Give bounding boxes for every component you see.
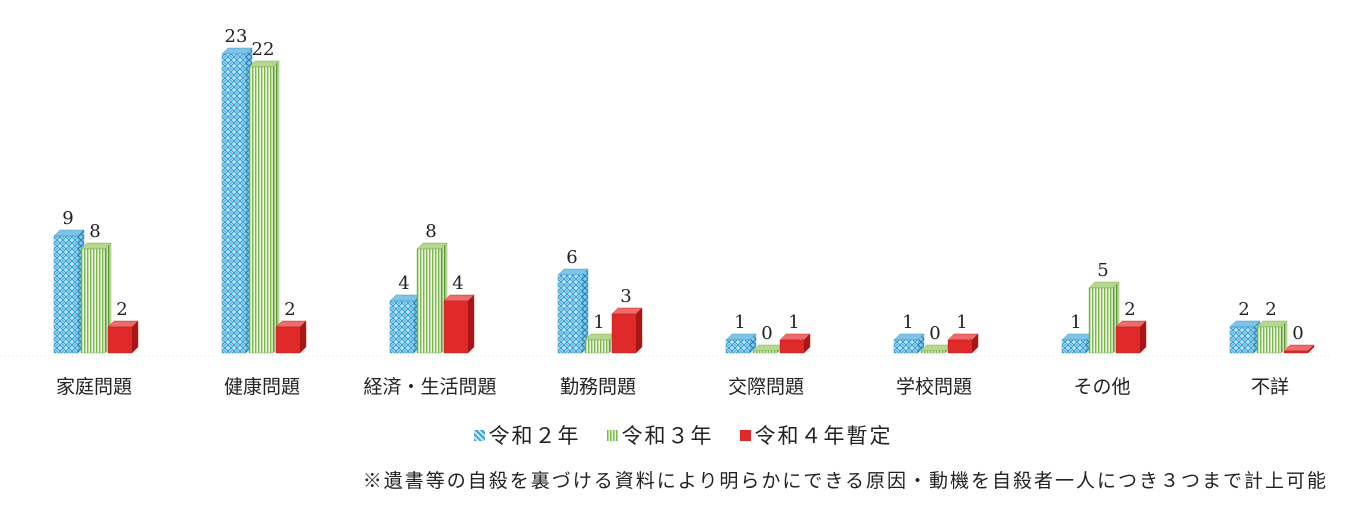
- data-label-2-1: 2: [284, 299, 295, 320]
- bar-front: [107, 326, 133, 354]
- category-label-2: 経済・生活問題: [363, 376, 496, 398]
- data-label-2-6: 2: [1124, 299, 1135, 320]
- bar-1-2: [416, 242, 448, 354]
- bar-front: [416, 248, 442, 354]
- legend-label: 令和４年暫定: [754, 424, 893, 448]
- data-label-2-3: 3: [620, 286, 631, 307]
- legend-label: 令和２年: [488, 424, 581, 448]
- data-label-1-5: 0: [929, 323, 940, 344]
- bar-front: [221, 53, 247, 354]
- bar-front: [1283, 350, 1309, 354]
- bar-1-3: [584, 333, 616, 354]
- data-label-1-0: 8: [89, 221, 100, 242]
- data-label-0-6: 1: [1070, 312, 1081, 333]
- data-label-0-1: 23: [225, 26, 248, 47]
- category-label-4: 交際問題: [728, 376, 804, 398]
- data-label-0-7: 2: [1238, 299, 1249, 320]
- bar-1-7: [1256, 320, 1288, 354]
- category-label-3: 勤務問題: [560, 376, 636, 398]
- data-label-2-4: 1: [788, 312, 799, 333]
- legend-swatch-icon: [739, 429, 751, 441]
- bar-side: [272, 60, 280, 354]
- data-label-1-4: 0: [761, 323, 772, 344]
- bar-front: [1229, 326, 1255, 354]
- bar-side: [635, 307, 643, 354]
- data-label-1-3: 1: [593, 312, 604, 333]
- bar-front: [893, 339, 919, 354]
- legend-item-series-2: 令和４年暫定: [739, 420, 893, 450]
- bar-0-6: [1061, 333, 1093, 354]
- data-label-0-4: 1: [734, 312, 745, 333]
- bar-front: [1256, 326, 1282, 354]
- bar-1-4: [752, 344, 784, 354]
- bar-front: [80, 248, 106, 354]
- legend-item-series-0: 令和２年: [473, 420, 581, 450]
- bar-2-6: [1115, 320, 1147, 354]
- bar-2-0: [107, 320, 139, 354]
- bar-1-5: [920, 344, 952, 354]
- data-label-2-2: 4: [452, 273, 463, 294]
- bar-2-4: [779, 333, 811, 354]
- legend-swatch-icon: [473, 429, 485, 441]
- bar-0-3: [557, 268, 589, 354]
- bar-front: [779, 339, 805, 354]
- bar-front: [248, 66, 274, 354]
- bar-0-0: [53, 229, 85, 354]
- bar-1-0: [80, 242, 112, 354]
- bar-2-3: [611, 307, 643, 354]
- bar-front: [920, 350, 946, 354]
- data-label-0-0: 9: [62, 208, 73, 229]
- bar-front: [752, 350, 778, 354]
- bar-front: [53, 235, 79, 354]
- data-label-1-2: 8: [425, 221, 436, 242]
- legend-item-series-1: 令和３年: [606, 420, 714, 450]
- category-label-6: その他: [1073, 376, 1130, 398]
- footnote: ※遺書等の自殺を裏づける資料により明らかにできる原因・動機を自殺者一人につき３つ…: [362, 470, 1328, 492]
- data-label-2-0: 2: [116, 299, 127, 320]
- bar-side: [467, 294, 475, 354]
- legend-label: 令和３年: [621, 424, 714, 448]
- data-label-2-5: 1: [956, 312, 967, 333]
- category-label-0: 家庭問題: [56, 376, 132, 398]
- bar-0-5: [893, 333, 925, 354]
- bar-front: [443, 300, 469, 354]
- data-label-1-1: 22: [252, 39, 275, 60]
- bar-2-2: [443, 294, 475, 354]
- bar-0-1: [221, 47, 253, 354]
- bar-front: [1088, 287, 1114, 354]
- bar-front: [1115, 326, 1141, 354]
- bar-2-5: [947, 333, 979, 354]
- bar-2-1: [275, 320, 307, 354]
- data-label-0-3: 6: [566, 247, 577, 268]
- data-label-0-5: 1: [902, 312, 913, 333]
- bar-front: [557, 274, 583, 354]
- bar-front: [611, 313, 637, 354]
- bars-layer: [53, 47, 1315, 354]
- bar-front: [275, 326, 301, 354]
- bar-front: [1061, 339, 1087, 354]
- data-label-1-7: 2: [1265, 299, 1276, 320]
- legend: 令和２年 令和３年 令和４年暫定: [0, 420, 1366, 450]
- bar-front: [947, 339, 973, 354]
- category-label-5: 学校問題: [896, 376, 972, 398]
- bar-0-2: [389, 294, 421, 354]
- data-label-0-2: 4: [398, 273, 409, 294]
- bar-1-6: [1088, 281, 1120, 354]
- category-labels-layer: 家庭問題 健康問題 経済・生活問題 勤務問題 交際問題 学校問題 その他 不詳: [56, 376, 1289, 398]
- bar-front: [389, 300, 415, 354]
- bar-1-1: [248, 60, 280, 354]
- bar-front: [584, 339, 610, 354]
- bar-0-7: [1229, 320, 1261, 354]
- bar-front: [725, 339, 751, 354]
- category-label-1: 健康問題: [224, 376, 300, 398]
- data-label-2-7: 0: [1292, 323, 1303, 344]
- category-label-7: 不詳: [1251, 376, 1289, 398]
- bar-2-7: [1283, 344, 1315, 354]
- legend-swatch-icon: [606, 429, 618, 441]
- bar-0-4: [725, 333, 757, 354]
- data-label-1-6: 5: [1097, 260, 1108, 281]
